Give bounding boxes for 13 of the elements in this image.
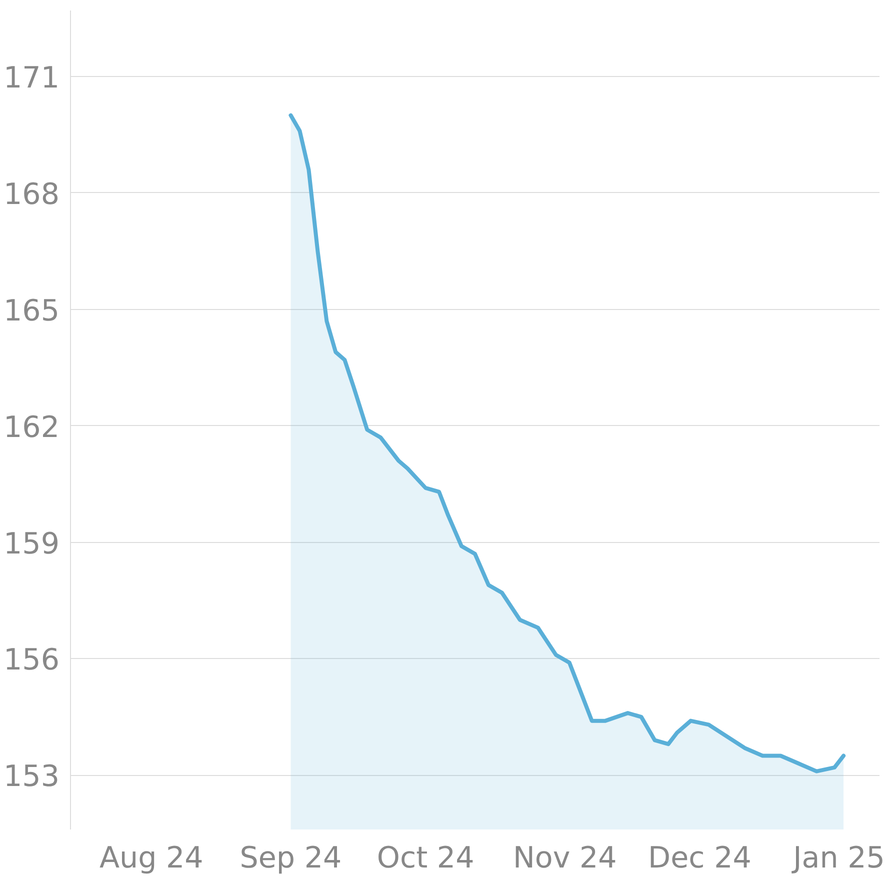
y-tick-label: 165 bbox=[4, 293, 60, 328]
x-tick-label: Jan 25 bbox=[791, 840, 885, 874]
y-tick-label: 153 bbox=[4, 759, 60, 794]
y-tick-label: 168 bbox=[4, 176, 60, 211]
x-tick-label: Sep 24 bbox=[240, 840, 342, 874]
y-tick-label: 171 bbox=[4, 60, 60, 94]
x-tick-label: Nov 24 bbox=[512, 840, 617, 874]
x-tick-label: Dec 24 bbox=[648, 840, 752, 874]
y-tick-label: 156 bbox=[4, 642, 60, 677]
x-tick-label: Aug 24 bbox=[99, 840, 204, 874]
y-tick-label: 162 bbox=[4, 410, 60, 444]
x-tick-label: Oct 24 bbox=[376, 840, 474, 874]
y-tick-label: 159 bbox=[4, 526, 60, 560]
